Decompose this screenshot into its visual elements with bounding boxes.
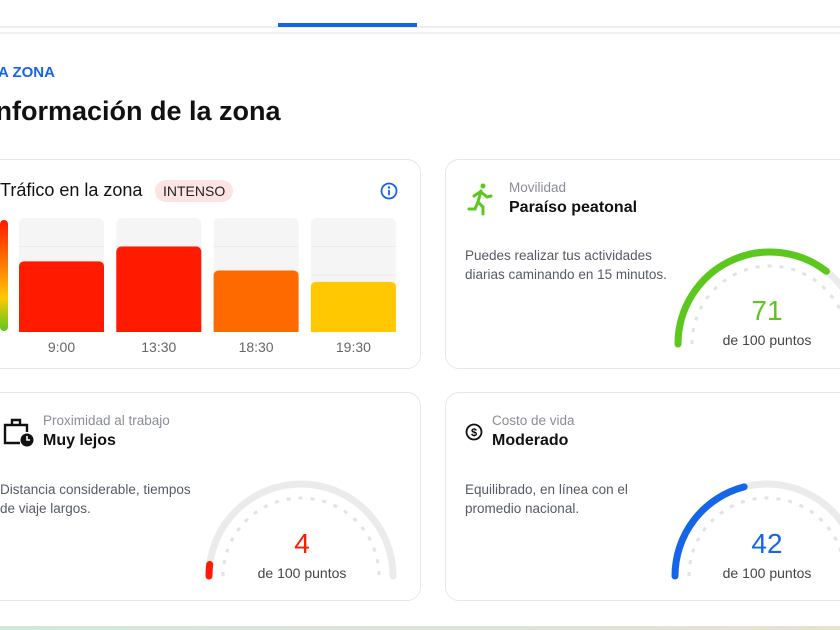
walking-person-icon [467,183,493,216]
gauge-ticks [221,496,381,577]
work-description: Distancia considerable, tiempos de viaje … [0,482,191,516]
status-badge: INTENSO [155,180,234,202]
info-icon[interactable] [380,182,398,200]
cost-description: Equilibrado, en línea con el promedio nac… [465,482,628,516]
x-tick-label: 18:30 [239,339,274,355]
page-title: Información de la zona [0,96,281,126]
gauge-track [205,480,397,580]
work-score-caption: de 100 puntos [257,565,347,581]
x-tick-label: 13:30 [141,339,176,355]
divider [0,32,840,34]
svg-text:$: $ [471,427,477,439]
bar-base [310,326,396,332]
bar-13:30 [116,246,202,332]
gauge-fill [205,561,214,580]
mobility-heading: Paraíso peatonal [509,199,638,216]
gauge-fill [671,483,748,580]
cost-heading: Moderado [492,432,569,449]
cost-score: 42 [751,528,783,559]
mobility-score-caption: de 100 puntos [722,332,812,348]
briefcase-clock-icon [3,418,34,447]
bar-19:30 [310,281,396,332]
traffic-title: Tráfico en la zona [0,180,143,200]
x-tick-label: 19:30 [336,339,371,355]
bar-base [213,326,299,332]
dollar-coin-icon: $ [465,423,483,441]
bar-base [19,326,104,332]
gauge-fill [674,248,830,348]
work-heading: Muy lejos [43,432,116,449]
section-eyebrow: A ZONA [0,64,55,81]
cost-label: Costo de vida [492,413,575,428]
bar-9:00 [19,261,104,332]
traffic-scale-legend [0,220,8,331]
work-score: 4 [294,528,310,559]
mobility-score: 71 [751,295,783,326]
footer-divider [0,626,840,630]
cost-of-living-card [445,392,840,601]
mobility-label: Movilidad [509,180,567,195]
gauge-ticks [690,264,840,345]
active-tab-indicator[interactable] [278,23,417,27]
traffic-chart: 9:00 13:30 18:30 19:30 [19,218,396,355]
mobility-description: Puedes realizar tus actividades diarias c… [465,248,667,282]
bar-base [116,326,202,332]
bar-18:30 [213,270,299,332]
gauge-ticks [687,496,840,577]
x-tick-label: 9:00 [48,339,75,355]
tab-bar [0,0,840,28]
cost-score-caption: de 100 puntos [722,565,812,581]
mobility-card [445,159,840,369]
work-label: Proximidad al trabajo [43,413,170,428]
